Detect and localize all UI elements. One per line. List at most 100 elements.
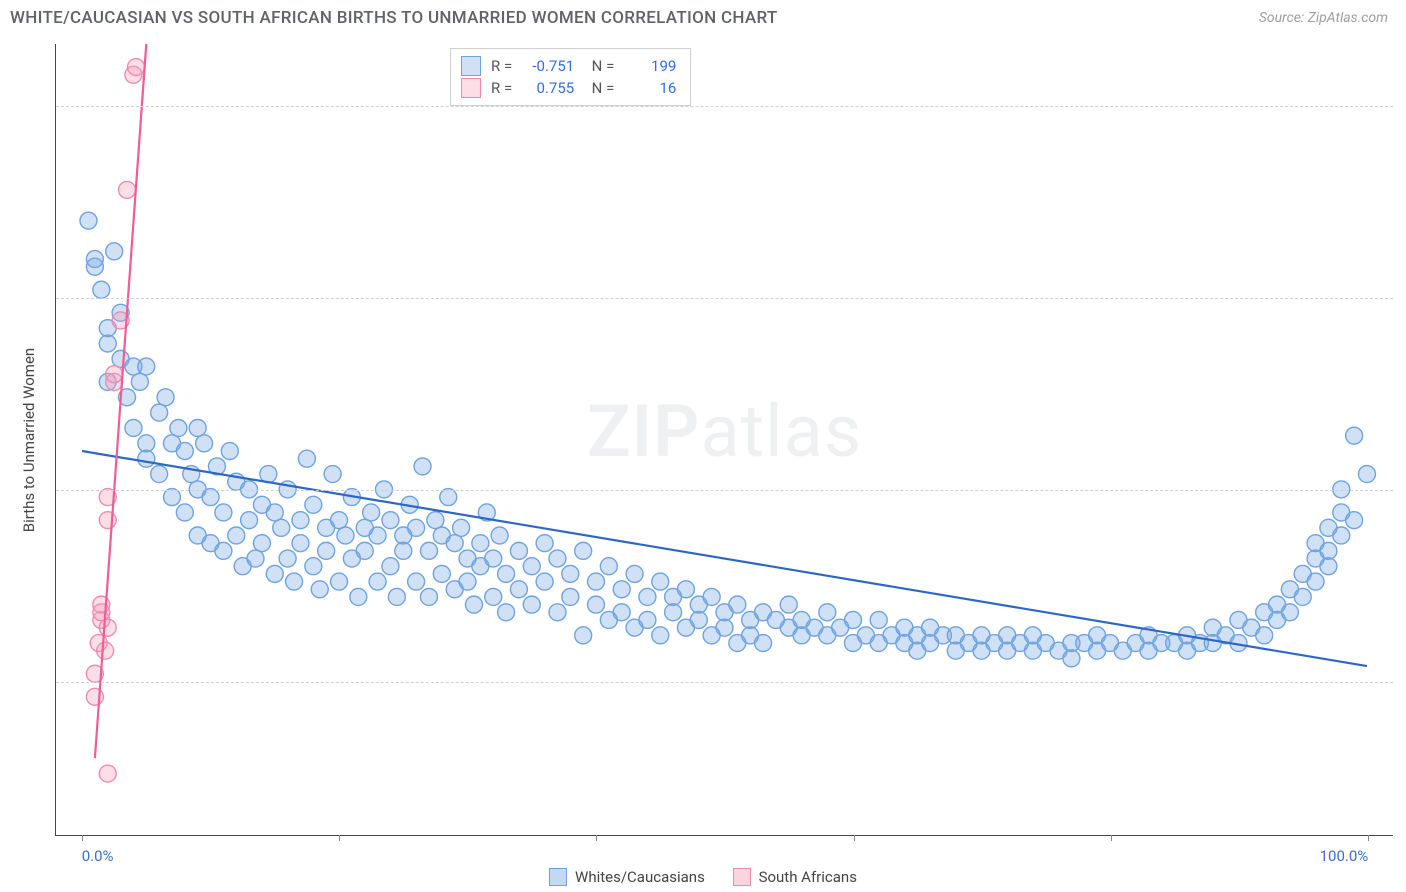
y-axis-title: Births to Unmarried Women — [20, 348, 38, 532]
data-point — [106, 243, 123, 260]
data-point — [498, 565, 515, 582]
chart-title: WHITE/CAUCASIAN VS SOUTH AFRICAN BIRTHS … — [10, 8, 778, 28]
x-tick — [1368, 835, 1369, 841]
r-value-1: 0.755 — [522, 77, 574, 99]
data-point — [562, 565, 579, 582]
data-point — [588, 573, 605, 590]
gridline-h — [56, 682, 1393, 683]
data-point — [292, 512, 309, 529]
legend-stats-row-1: R = 0.755 N = 16 — [461, 77, 676, 99]
data-point — [131, 373, 148, 390]
data-point — [600, 558, 617, 575]
gridline-h — [56, 298, 1393, 299]
data-point — [388, 588, 405, 605]
data-point — [433, 565, 450, 582]
data-point — [128, 59, 145, 76]
data-point — [97, 642, 114, 659]
data-point — [491, 527, 508, 544]
legend-series: Whites/Caucasians South Africans — [0, 868, 1406, 890]
data-point — [331, 512, 348, 529]
x-tick-label: 100.0% — [1320, 847, 1369, 865]
scatter-plot — [56, 44, 1393, 835]
x-tick — [854, 835, 855, 841]
r-label: R = — [491, 55, 512, 77]
data-point — [588, 596, 605, 613]
data-point — [215, 504, 232, 521]
data-point — [337, 527, 354, 544]
data-point — [819, 604, 836, 621]
data-point — [626, 565, 643, 582]
data-point — [485, 550, 502, 567]
data-point — [408, 519, 425, 536]
data-point — [247, 550, 264, 567]
data-point — [196, 435, 213, 452]
data-point — [703, 588, 720, 605]
data-point — [151, 466, 168, 483]
legend-stats: R = -0.751 N = 199 R = 0.755 N = 16 — [450, 48, 691, 106]
data-point — [1063, 650, 1080, 667]
data-point — [202, 489, 219, 506]
r-value-0: -0.751 — [522, 55, 574, 77]
x-tick — [1111, 835, 1112, 841]
data-point — [311, 581, 328, 598]
data-point — [536, 535, 553, 552]
legend-swatch-0 — [461, 56, 481, 76]
n-value-0: 199 — [624, 55, 676, 77]
data-point — [1307, 573, 1324, 590]
data-point — [523, 558, 540, 575]
data-point — [382, 558, 399, 575]
x-tick-label: 0.0% — [82, 847, 114, 865]
data-point — [266, 565, 283, 582]
data-point — [80, 212, 97, 229]
data-point — [253, 535, 270, 552]
data-point — [93, 281, 110, 298]
data-point — [716, 619, 733, 636]
legend-item-0: Whites/Caucasians — [549, 868, 705, 886]
data-point — [780, 596, 797, 613]
data-point — [157, 389, 174, 406]
n-label: N = — [584, 55, 614, 77]
data-point — [665, 604, 682, 621]
data-point — [369, 573, 386, 590]
data-point — [1320, 558, 1337, 575]
data-point — [119, 181, 136, 198]
data-point — [86, 251, 103, 268]
data-point — [170, 419, 187, 436]
data-point — [1346, 427, 1363, 444]
data-point — [613, 604, 630, 621]
legend-stats-row-0: R = -0.751 N = 199 — [461, 55, 676, 77]
data-point — [510, 542, 527, 559]
data-point — [138, 435, 155, 452]
data-point — [369, 527, 386, 544]
x-tick — [339, 835, 340, 841]
gridline-h — [56, 106, 1393, 107]
data-point — [151, 404, 168, 421]
data-point — [677, 581, 694, 598]
data-point — [1294, 588, 1311, 605]
data-point — [549, 550, 566, 567]
data-point — [446, 535, 463, 552]
data-point — [99, 335, 116, 352]
data-point — [1346, 512, 1363, 529]
chart-frame: ZIPatlas 25.0%50.0%75.0%100.0% 0.0%100.0… — [55, 44, 1393, 836]
data-point — [241, 512, 258, 529]
data-point — [472, 535, 489, 552]
data-point — [845, 611, 862, 628]
data-point — [279, 550, 296, 567]
data-point — [414, 458, 431, 475]
data-point — [639, 588, 656, 605]
data-point — [106, 366, 123, 383]
data-point — [318, 542, 335, 559]
data-point — [575, 627, 592, 644]
legend-swatch-a — [549, 868, 567, 886]
data-point — [99, 619, 116, 636]
y-tick-label: 75.0% — [1398, 289, 1406, 307]
data-point — [298, 450, 315, 467]
data-point — [215, 542, 232, 559]
data-point — [350, 588, 367, 605]
data-point — [228, 527, 245, 544]
legend-swatch-1 — [461, 78, 481, 98]
data-point — [523, 596, 540, 613]
data-point — [510, 581, 527, 598]
gridline-h — [56, 490, 1393, 491]
